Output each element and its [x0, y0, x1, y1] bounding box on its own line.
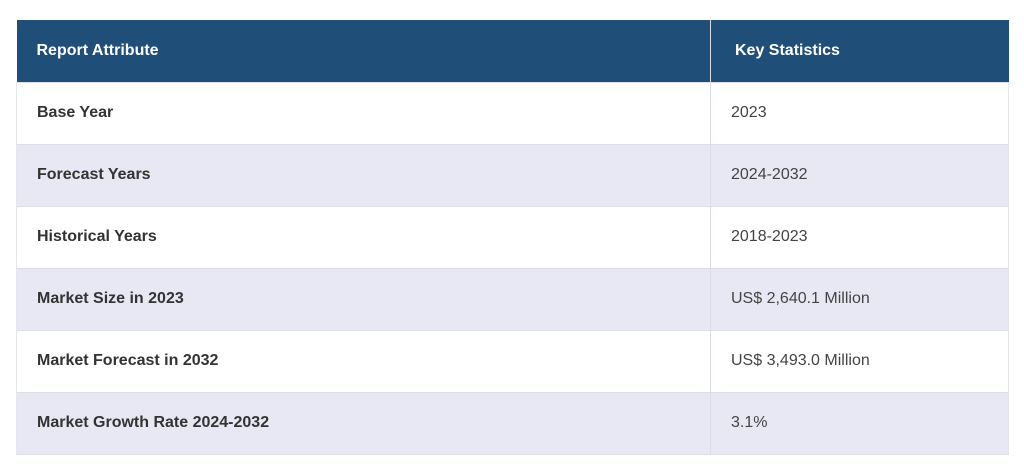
table-body: Base Year 2023 Forecast Years 2024-2032 … [16, 81, 1009, 455]
header-row: Report Attribute Key Statistics [16, 20, 1009, 82]
statistic-cell: 2023 [710, 81, 1009, 144]
statistic-cell: US$ 3,493.0 Million [710, 329, 1009, 392]
table-header: Report Attribute Key Statistics [16, 20, 1009, 82]
attribute-cell: Market Growth Rate 2024-2032 [16, 391, 711, 455]
statistic-cell: 3.1% [710, 391, 1009, 455]
table-row: Market Size in 2023 US$ 2,640.1 Million [16, 267, 1009, 330]
statistic-cell: US$ 2,640.1 Million [710, 267, 1009, 330]
table-row: Market Growth Rate 2024-2032 3.1% [16, 391, 1009, 455]
header-key-statistics: Key Statistics [710, 20, 1009, 82]
report-statistics-table: Report Attribute Key Statistics Base Yea… [16, 20, 1009, 455]
statistic-cell: 2024-2032 [710, 143, 1009, 206]
table-row: Forecast Years 2024-2032 [16, 143, 1009, 206]
attribute-cell: Market Forecast in 2032 [16, 329, 711, 392]
attribute-cell: Market Size in 2023 [16, 267, 711, 330]
header-report-attribute: Report Attribute [16, 20, 711, 82]
report-statistics-table-container: Report Attribute Key Statistics Base Yea… [16, 20, 1009, 455]
table-row: Market Forecast in 2032 US$ 3,493.0 Mill… [16, 329, 1009, 392]
attribute-cell: Base Year [16, 81, 711, 144]
table-row: Base Year 2023 [16, 81, 1009, 144]
attribute-cell: Forecast Years [16, 143, 711, 206]
attribute-cell: Historical Years [16, 205, 711, 268]
statistic-cell: 2018-2023 [710, 205, 1009, 268]
table-row: Historical Years 2018-2023 [16, 205, 1009, 268]
